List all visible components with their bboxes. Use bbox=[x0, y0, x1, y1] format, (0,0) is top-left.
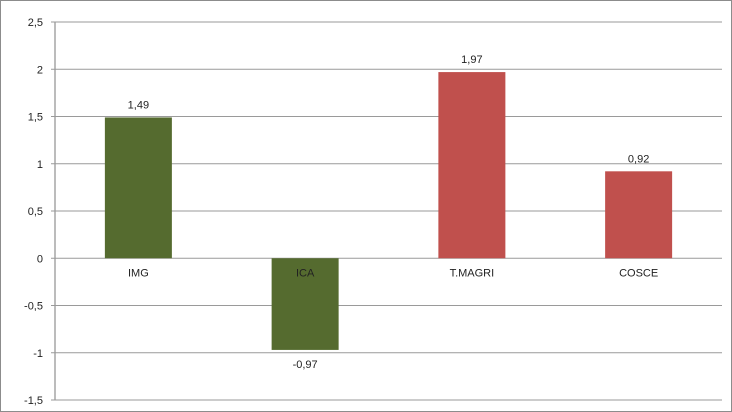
x-axis-ticks: IMG ICA T.MAGRI COSCE bbox=[128, 267, 658, 279]
y-tick-label: -1,5 bbox=[24, 395, 43, 407]
y-tick-label: -1 bbox=[33, 348, 43, 360]
y-tick-label: 1 bbox=[37, 159, 43, 171]
data-label: 1,49 bbox=[128, 99, 149, 111]
x-tick-label: IMG bbox=[128, 267, 149, 279]
y-tick-label: 0 bbox=[37, 253, 43, 265]
data-label: -0,97 bbox=[293, 359, 318, 371]
data-label: 0,92 bbox=[628, 153, 649, 165]
data-labels: 1,49 -0,97 1,97 0,92 bbox=[128, 54, 650, 371]
bar-cosce bbox=[605, 171, 673, 259]
bar-ica bbox=[271, 258, 339, 350]
x-tick-label: ICA bbox=[296, 267, 315, 279]
y-axis-ticks: 2,5 2 1,5 1 0,5 0 -0,5 -1 -1,5 bbox=[24, 17, 43, 407]
bars bbox=[104, 72, 673, 350]
x-tick-label: T.MAGRI bbox=[450, 267, 495, 279]
bar-img bbox=[104, 117, 172, 259]
y-tick-label: 0,5 bbox=[28, 206, 43, 218]
bar-t-magri bbox=[438, 72, 506, 259]
y-tick-label: 2 bbox=[37, 64, 43, 76]
y-tick-label: 2,5 bbox=[28, 17, 43, 29]
x-tick-label: COSCE bbox=[619, 267, 658, 279]
y-tick-label: 1,5 bbox=[28, 112, 43, 124]
data-label: 1,97 bbox=[461, 54, 482, 66]
y-tick-label: -0,5 bbox=[24, 301, 43, 313]
